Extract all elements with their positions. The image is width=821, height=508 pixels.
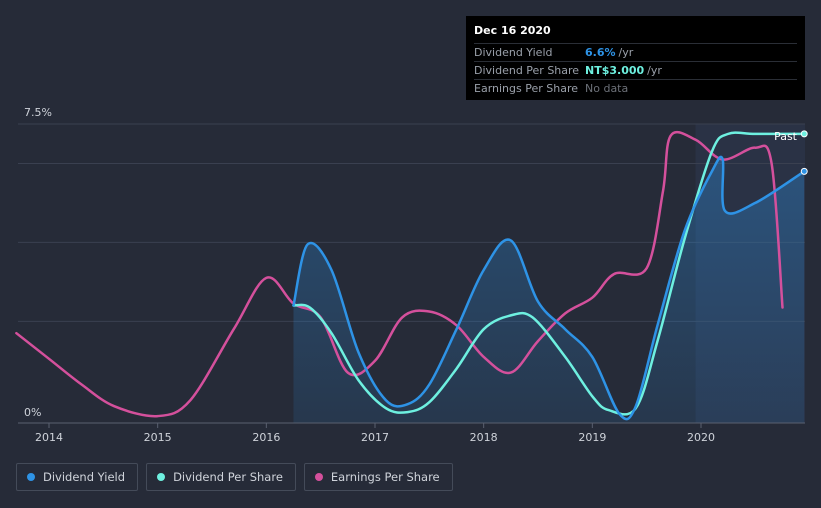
legend-label: Earnings Per Share: [330, 470, 440, 484]
tooltip-row-dividend-yield: Dividend Yield 6.6% /yr: [474, 43, 797, 61]
dividend-yield-line: [292, 155, 806, 421]
tooltip-value: NT$3.000: [585, 64, 645, 77]
tooltip-date: Dec 16 2020: [474, 24, 551, 37]
tooltip-value: 6.6%: [585, 46, 616, 59]
tooltip-label: Dividend Per Share: [474, 64, 580, 77]
legend-label: Dividend Yield: [43, 470, 126, 484]
x-tick-label: 2014: [35, 431, 63, 444]
tooltip-label: Earnings Per Share: [474, 82, 579, 95]
legend-item-dividend-per-share[interactable]: Dividend Per Share: [146, 463, 296, 491]
x-tick-label: 2019: [578, 431, 606, 444]
series-lines: [15, 131, 806, 421]
y-tick-label: 0%: [24, 406, 41, 419]
tooltip-row-earnings-per-share: Earnings Per Share No data: [474, 79, 797, 97]
y-axis-labels: 7.5% 0%: [24, 106, 52, 419]
tooltip-unit: /yr: [618, 46, 634, 59]
dividend-yield-area: [293, 156, 805, 423]
past-label: Past: [774, 130, 798, 143]
tooltip-value: No data: [585, 82, 629, 95]
tooltip-unit: /yr: [647, 64, 662, 77]
legend-item-dividend-yield[interactable]: Dividend Yield: [16, 463, 139, 491]
y-tick-label: 7.5%: [24, 106, 52, 119]
tooltip-row-dividend-per-share: Dividend Per Share NT$3.000 /yr: [474, 61, 797, 79]
dividend-per-share-end-marker: [800, 130, 808, 138]
x-tick-label: 2020: [687, 431, 715, 444]
tooltip-label: Dividend Yield: [474, 46, 553, 59]
dividend-yield-end-marker: [800, 167, 808, 175]
legend-dot-icon: [27, 473, 35, 481]
hover-tooltip: Dec 16 2020 Dividend Yield 6.6% /yr Divi…: [466, 16, 805, 100]
legend-dot-icon: [157, 473, 166, 481]
legend-item-earnings-per-share[interactable]: Earnings Per Share: [303, 463, 453, 491]
legend-label: Dividend Per Share: [173, 470, 283, 484]
x-tick-label: 2016: [252, 431, 280, 444]
end-markers: [800, 130, 808, 175]
x-axis: 2014 2015 2016 2017 2018 2019 2020: [18, 422, 805, 444]
series-fills: [293, 156, 805, 423]
x-tick-label: 2017: [361, 431, 389, 444]
legend: Dividend Yield Dividend Per Share Earnin…: [16, 463, 453, 491]
gridlines: [18, 123, 805, 322]
legend-dot-icon: [314, 473, 323, 481]
x-tick-label: 2018: [470, 431, 498, 444]
x-tick-label: 2015: [144, 431, 172, 444]
dividend-per-share-line: [292, 131, 806, 416]
earnings-per-share-line: [15, 131, 784, 418]
